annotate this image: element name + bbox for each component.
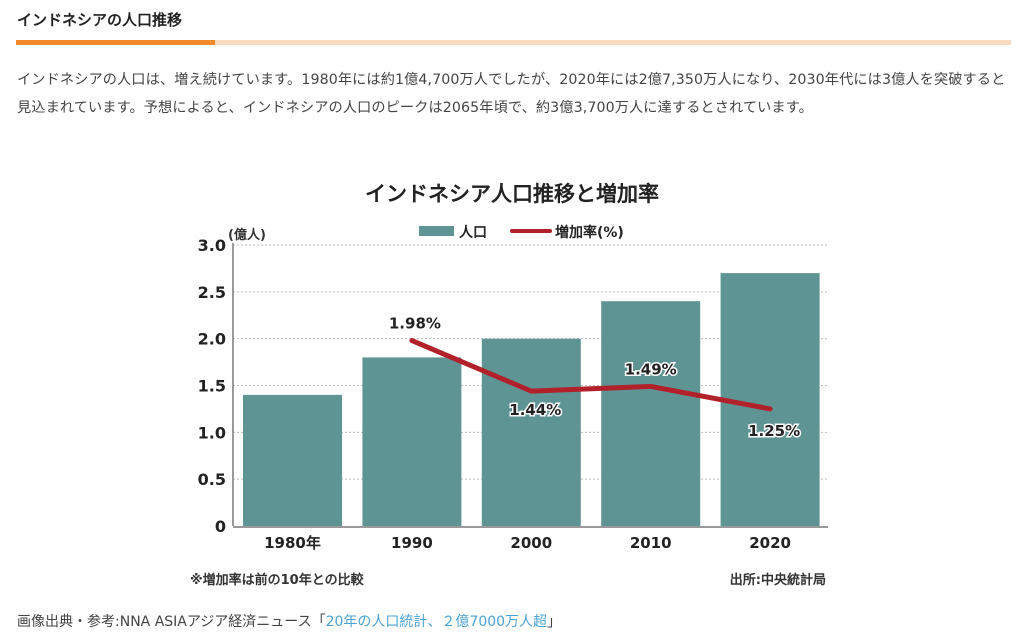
bar-2000 bbox=[481, 338, 581, 526]
x-tick-label: 1990 bbox=[391, 534, 433, 552]
y-tick-label: 0.5 bbox=[198, 470, 226, 489]
growth-rate-label: 1.44% bbox=[509, 401, 561, 419]
heading-underline bbox=[16, 40, 1011, 45]
bar-2020 bbox=[720, 273, 820, 526]
credit-link[interactable]: 20年の人口統計、２億7000万人超 bbox=[325, 614, 548, 630]
y-tick-label: 3.0 bbox=[198, 236, 226, 255]
bar-1990 bbox=[362, 357, 462, 526]
section-heading: インドネシアの人口推移 bbox=[17, 11, 183, 29]
section-paragraph: インドネシアの人口は、増え続けています。1980年には約1億4,700万人でした… bbox=[17, 72, 1006, 116]
growth-rate-line bbox=[409, 338, 773, 412]
chart-title: インドネシア人口推移と増加率 bbox=[365, 182, 659, 206]
growth-rate-label: 1.49% bbox=[625, 360, 677, 378]
chart-source: 出所:中央統計局 bbox=[730, 572, 826, 588]
x-tick-label: 2010 bbox=[630, 534, 672, 552]
image-credit: 画像出典・参考:NNA ASIAアジア経済ニュース「20年の人口統計、２億700… bbox=[17, 611, 561, 631]
chart-legend: 人口 増加率(%) bbox=[419, 224, 624, 241]
credit-suffix: 」 bbox=[547, 614, 562, 630]
legend-label-population: 人口 bbox=[459, 224, 487, 241]
credit-prefix: 画像出典・参考:NNA ASIAアジア経済ニュース「 bbox=[17, 614, 326, 630]
population-chart: インドネシア人口推移と増加率 (億人) 人口 増加率(%) 0 0.5 1.0 1.5… bbox=[190, 182, 828, 588]
growth-rate-label: 1.25% bbox=[748, 422, 800, 440]
heading-underline-accent bbox=[16, 40, 215, 45]
y-tick-label: 1.0 bbox=[198, 423, 226, 442]
bar-1980年 bbox=[243, 394, 342, 526]
legend-swatch-population bbox=[419, 226, 454, 236]
y-tick-label: 2.5 bbox=[198, 283, 226, 302]
y-tick-label: 2.0 bbox=[198, 330, 226, 349]
x-tick-label: 1980年 bbox=[264, 534, 321, 552]
y-tick-label: 0 bbox=[215, 517, 226, 536]
y-axis-unit-label: (億人) bbox=[228, 227, 266, 243]
x-tick-label: 2000 bbox=[510, 534, 552, 552]
legend-label-growth-rate: 増加率(%) bbox=[555, 224, 624, 241]
growth-rate-label: 1.98% bbox=[389, 315, 441, 333]
chart-footnote: ※増加率は前の10年との比較 bbox=[190, 572, 365, 588]
bar-2010 bbox=[601, 301, 701, 526]
x-tick-label: 2020 bbox=[749, 534, 791, 552]
y-tick-label: 1.5 bbox=[198, 377, 226, 396]
